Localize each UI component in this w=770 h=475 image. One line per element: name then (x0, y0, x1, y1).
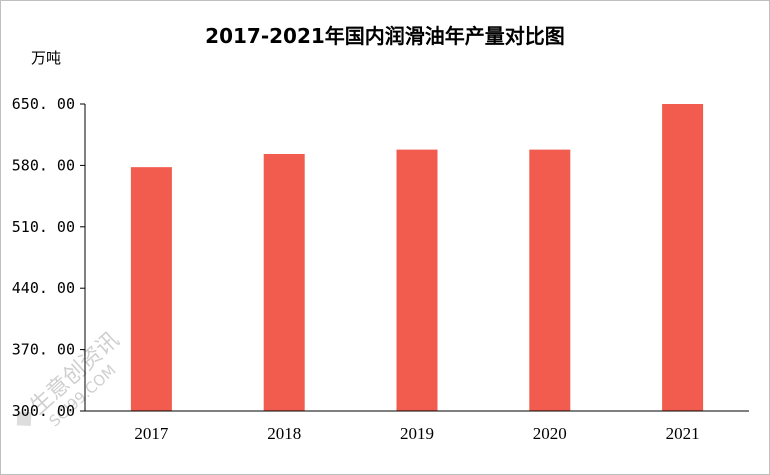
watermark-logo-icon (16, 411, 32, 427)
y-tick-label: 370. 00 (12, 341, 75, 359)
bars-group (130, 104, 704, 412)
y-tick-label: 580. 00 (12, 156, 75, 174)
y-tick-marks (80, 103, 85, 412)
chart-title: 2017-2021年国内润滑油年产量对比图 (205, 24, 565, 48)
bar-2018 (263, 153, 305, 412)
bar-2020 (529, 149, 571, 411)
x-tick-label: 2019 (400, 424, 434, 443)
y-tick-label: 440. 00 (12, 279, 75, 297)
bar-2021 (662, 104, 704, 411)
bar-2019 (396, 149, 438, 411)
x-tick-label: 2018 (267, 424, 301, 443)
x-tick-label: 2020 (533, 424, 567, 443)
y-tick-label: 300. 00 (12, 402, 75, 420)
x-tick-label: 2017 (134, 424, 169, 443)
y-axis-unit-label: 万吨 (31, 49, 61, 67)
bar-2017 (130, 167, 172, 411)
y-tick-label: 510. 00 (12, 218, 75, 236)
y-tick-labels: 650. 00 580. 00 510. 00 440. 00 370. 00 300. … (12, 95, 75, 420)
x-tick-labels: 2017 2018 2019 2020 2021 (134, 424, 699, 443)
y-tick-label: 650. 00 (12, 95, 75, 113)
x-tick-label: 2021 (666, 424, 700, 443)
